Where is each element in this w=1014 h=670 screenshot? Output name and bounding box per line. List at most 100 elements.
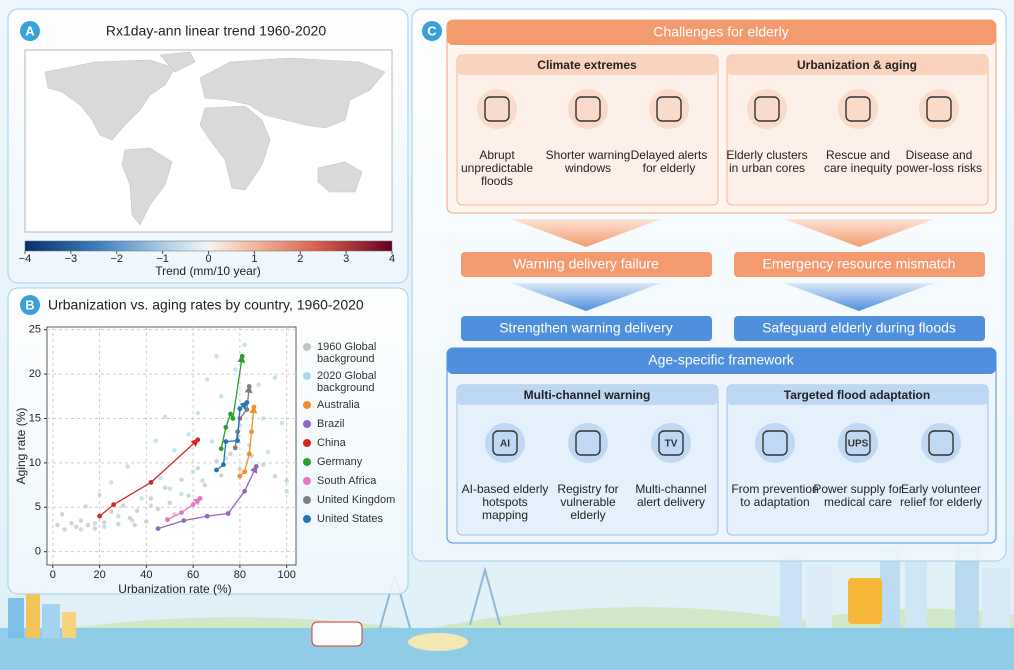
x-tick-label: 40 [140, 569, 152, 581]
country-point [246, 384, 252, 389]
legend-label: Germany [317, 456, 363, 468]
background-point [144, 519, 149, 524]
background-point [261, 462, 266, 467]
country-point [237, 406, 243, 412]
icon [762, 430, 788, 456]
country-point [228, 411, 233, 417]
item-label: Elderly clusters in urban cores [726, 148, 808, 175]
background-point [162, 414, 168, 419]
x-axis-label: Urbanization rate (%) [118, 582, 231, 596]
colorbar-tick-label: 2 [297, 253, 303, 265]
colorbar-tick-label: 0 [205, 253, 211, 265]
x-tick-label: 100 [277, 569, 295, 581]
icon [845, 430, 871, 456]
background-point [284, 489, 289, 494]
legend-swatch [303, 496, 311, 504]
background-point [153, 438, 158, 443]
background-point [130, 518, 135, 523]
country-point [253, 464, 259, 469]
legend-entry: Brazil [303, 418, 403, 430]
country-point [190, 502, 196, 508]
trajectory [157, 465, 258, 530]
country-point [97, 513, 103, 519]
continent [159, 51, 196, 73]
background-point [148, 496, 154, 501]
background-point [242, 342, 247, 347]
background-point [83, 504, 88, 509]
item-label: AI-based elderly hotspots mapping [461, 482, 549, 522]
background-point [85, 522, 91, 528]
icon [575, 430, 601, 456]
x-tick-label: 20 [93, 569, 105, 581]
country-point [230, 416, 236, 421]
trajectory [99, 438, 199, 517]
legend-entry: United Kingdom [303, 494, 403, 506]
icon [928, 430, 954, 456]
group-header [727, 55, 988, 75]
country-point [111, 502, 117, 508]
legend-swatch [303, 439, 311, 447]
group-title: Urbanization & aging [797, 58, 917, 72]
group-header [727, 385, 988, 405]
section-title: Challenges for elderly [653, 24, 788, 40]
building [982, 568, 1010, 628]
background-point [92, 526, 98, 531]
item-label: Multi-channel alert delivery [635, 482, 707, 509]
background-point [109, 480, 114, 485]
country-point [242, 469, 247, 475]
background-point [102, 524, 107, 530]
background-point [78, 527, 84, 532]
legend-entry: South Africa [303, 475, 403, 487]
y-tick-label: 5 [35, 501, 41, 513]
y-tick-label: 20 [29, 368, 41, 380]
background-point [202, 482, 208, 488]
building [905, 560, 927, 628]
background-point [228, 451, 233, 457]
legend-swatch [303, 343, 311, 351]
country-point [181, 518, 187, 523]
country-point [251, 404, 257, 410]
background-point [109, 509, 114, 514]
background-point [167, 486, 172, 491]
icon [926, 96, 952, 122]
section-header [447, 20, 996, 45]
y-tick-label: 10 [29, 457, 41, 469]
icon-text: AI [500, 439, 510, 450]
country-point [195, 437, 201, 443]
icon [656, 96, 682, 122]
item-label: Shorter warning windows [545, 148, 631, 175]
group-title: Climate extremes [537, 58, 637, 72]
y-tick-label: 15 [29, 412, 41, 424]
background-point [132, 522, 137, 528]
background-point [162, 485, 168, 490]
building [8, 598, 24, 638]
background-point [284, 478, 289, 483]
icon [658, 430, 684, 456]
country-point [242, 488, 247, 494]
colorbar [24, 240, 393, 252]
building [62, 612, 76, 638]
panel-badge [20, 295, 40, 315]
icon-bg [568, 423, 608, 463]
trajectory [167, 497, 202, 521]
item-label: Disease and power-loss risks [895, 148, 982, 175]
failure-box [461, 252, 712, 277]
legend-label: China [317, 437, 346, 449]
background-point [97, 492, 102, 498]
background-point [272, 375, 278, 380]
y-tick-label: 25 [29, 324, 41, 336]
background-point [261, 416, 266, 421]
legend-label: Australia [317, 399, 360, 411]
water [0, 628, 1014, 670]
legend-label: United Kingdom [317, 494, 396, 506]
country-point [244, 400, 250, 405]
background-point [69, 521, 74, 526]
chart-title: Urbanization vs. aging rates by country,… [48, 297, 364, 313]
panel-badge [422, 21, 442, 41]
background-point [272, 473, 278, 479]
legend-swatch [303, 401, 311, 409]
continent [317, 161, 363, 193]
item-label: Early volunteer relief for elderly [899, 482, 983, 509]
item-label: Rescue and care inequity [823, 148, 893, 175]
